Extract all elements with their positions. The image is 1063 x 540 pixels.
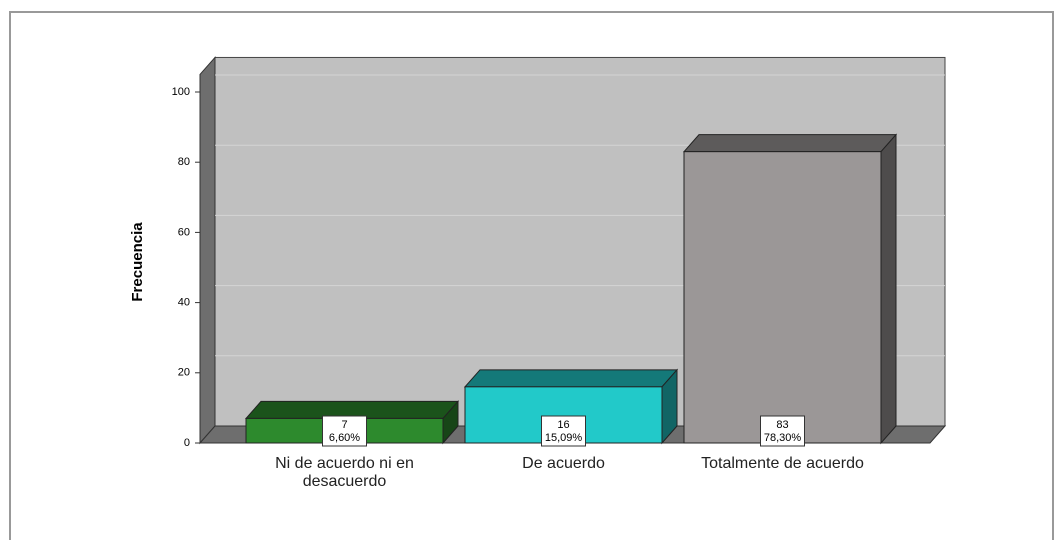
x-tick-label: De acuerdo [522, 455, 605, 472]
data-label-count: 83 [776, 419, 788, 431]
data-label-percent: 78,30% [764, 432, 802, 444]
data-label-box [541, 415, 586, 447]
x-tick-label: Totalmente de acuerdo [701, 455, 864, 472]
bar-side [880, 133, 897, 445]
data-label-count: 7 [341, 419, 347, 431]
y-tick-label: 20 [178, 367, 190, 379]
bar [683, 151, 882, 444]
y-tick-label: 80 [178, 156, 190, 168]
data-label-box [322, 415, 367, 447]
bar-top [463, 369, 679, 388]
y-tick-label: 40 [178, 297, 190, 309]
bar-top [682, 134, 898, 153]
data-label: 76,60% [322, 415, 367, 447]
y-tick-label: 60 [178, 226, 190, 238]
data-label-count: 16 [557, 419, 569, 431]
side-wall [199, 56, 216, 445]
data-label-box [760, 415, 805, 447]
y-axis-label: Frecuencia [129, 222, 146, 302]
frame [9, 11, 1054, 540]
y-tick-label: 100 [172, 86, 190, 98]
y-tick-label: 0 [184, 437, 190, 449]
x-tick-label: Ni de acuerdo ni en desacuerdo [275, 455, 414, 490]
data-label-percent: 6,60% [329, 432, 360, 444]
data-label-percent: 15,09% [545, 432, 583, 444]
